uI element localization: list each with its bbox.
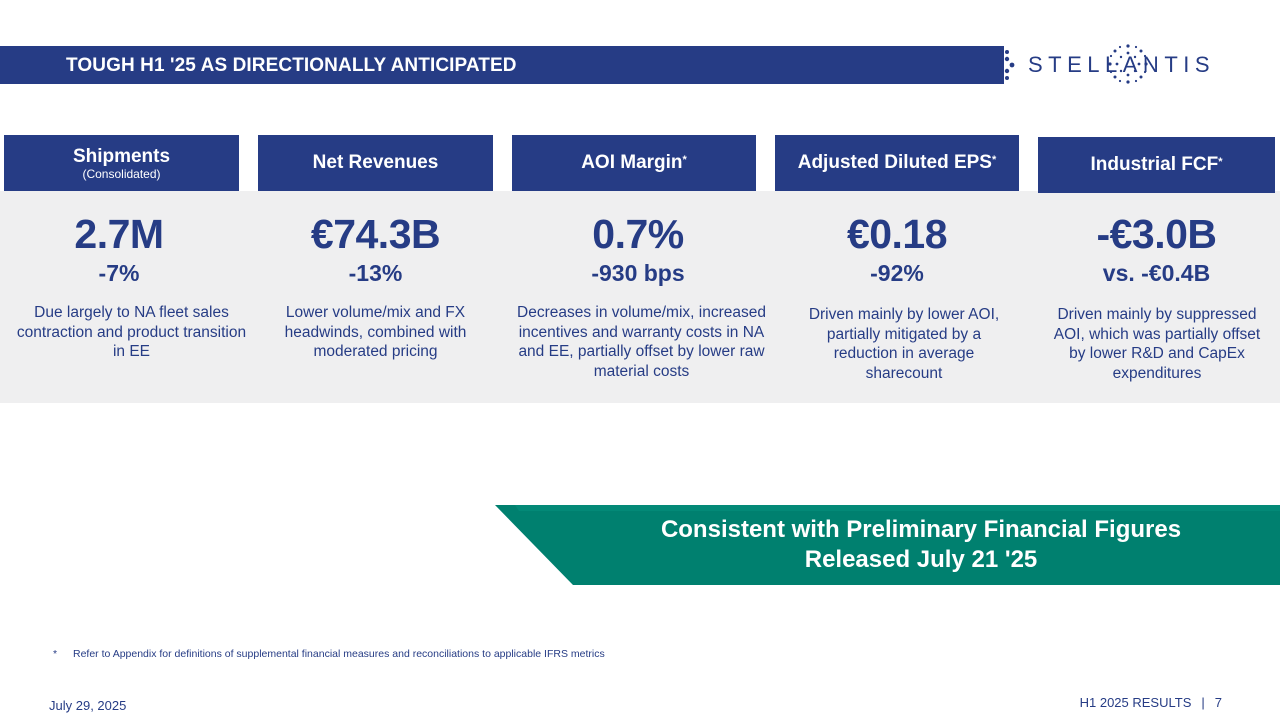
footnote-text: Refer to Appendix for definitions of sup… <box>73 648 605 660</box>
kpi-panel <box>0 191 1280 403</box>
kpi-description-industrial-fcf: Driven mainly by suppressed AOI, which w… <box>1053 306 1261 382</box>
kpi-header-net-revenues: Net Revenues <box>258 135 493 191</box>
footnote-marker: * <box>991 154 997 166</box>
kpi-title: Shipments <box>72 145 171 167</box>
page-number: 7 <box>1214 695 1222 710</box>
footer-section: H1 2025 RESULTS <box>1079 695 1192 710</box>
kpi-value-aoi-margin: 0.7% <box>592 211 684 257</box>
kpi-change-aoi-margin: -930 bps <box>591 260 685 286</box>
kpi-title: Net Revenues <box>312 152 439 173</box>
kpi-description-shipments: Due largely to NA fleet sales contractio… <box>16 304 247 360</box>
kpi-title: Adjusted Diluted EPS <box>797 152 992 173</box>
footer-page-info: H1 2025 RESULTS | 7 <box>1080 695 1222 710</box>
kpi-title: Industrial FCF <box>1090 154 1219 175</box>
kpi-header-aoi-margin: AOI Margin* <box>512 135 756 191</box>
kpi-change-industrial-fcf: vs. -€0.4B <box>1102 260 1211 286</box>
kpi-title: AOI Margin <box>581 152 683 173</box>
banner-line-2: Released July 21 '25 <box>804 546 1038 573</box>
footer-date: July 29, 2025 <box>49 698 127 713</box>
kpi-value-shipments: 2.7M <box>74 211 164 257</box>
title-bar: TOUGH H1 '25 AS DIRECTIONALLY ANTICIPATE… <box>0 46 1004 84</box>
dots-decoration-icon <box>999 50 1015 80</box>
kpi-subtitle: (Consolidated) <box>82 166 161 181</box>
banner-shape <box>495 505 1280 585</box>
kpi-header-shipments: Shipments (Consolidated) <box>4 135 239 191</box>
logo-wordmark: STELLANTIS <box>1028 52 1216 77</box>
kpi-value-adjusted-eps: €0.18 <box>846 211 948 257</box>
footnote-marker: * <box>53 648 58 660</box>
logo-star-icon <box>1108 44 1148 84</box>
kpi-change-adjusted-eps: -92% <box>870 260 924 286</box>
footer-separator: | <box>1201 695 1205 710</box>
kpi-change-net-revenues: -13% <box>348 260 403 286</box>
kpi-value-net-revenues: €74.3B <box>310 211 441 257</box>
kpi-description-aoi-margin: Decreases in volume/mix, increased incen… <box>517 304 766 380</box>
banner-line-1: Consistent with Preliminary Financial Fi… <box>660 516 1182 543</box>
kpi-description-adjusted-eps: Driven mainly by lower AOI, partially mi… <box>808 306 1000 382</box>
kpi-header-industrial-fcf: Industrial FCF* <box>1038 137 1275 193</box>
footnote-marker: * <box>1218 156 1223 168</box>
kpi-value-industrial-fcf: -€3.0B <box>1096 211 1217 257</box>
kpi-description-net-revenues: Lower volume/mix and FX headwinds, combi… <box>284 304 467 360</box>
kpi-change-shipments: -7% <box>98 260 140 286</box>
footnote: * Refer to Appendix for definitions of su… <box>53 648 605 660</box>
footnote-marker: * <box>682 154 687 166</box>
banner-message: Consistent with Preliminary Financial Fi… <box>560 515 1280 575</box>
slide-title: TOUGH H1 '25 AS DIRECTIONALLY ANTICIPATE… <box>66 55 517 76</box>
kpi-header-adjusted-eps: Adjusted Diluted EPS* <box>775 135 1019 191</box>
